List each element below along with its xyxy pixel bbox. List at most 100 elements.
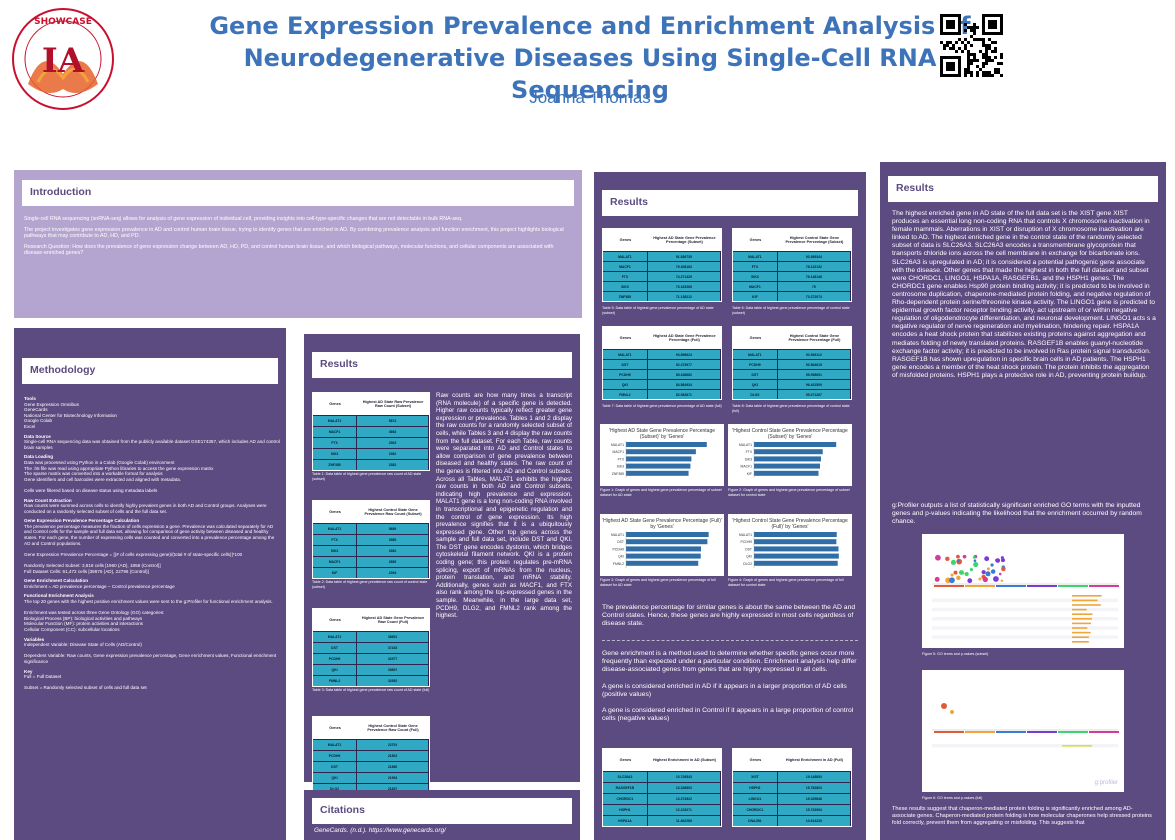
column-header: Highest Enrichment in AD (Subset) <box>652 758 716 762</box>
table-header: Genes Highest AD State Gene Prevalence Ra… <box>313 609 429 631</box>
bar <box>626 553 701 559</box>
pvalue-bar <box>1072 599 1098 602</box>
table-cell: 71.138212 <box>647 292 721 301</box>
method-section-title: Raw Count Extraction <box>24 497 72 503</box>
term-point <box>990 569 996 574</box>
results-panel-3: Results The highest enriched gene in AD … <box>880 162 1166 840</box>
raw-count-discussion: Raw counts are how many times a transcri… <box>436 392 572 620</box>
table-cell: 91.836735 <box>647 252 721 261</box>
table-row: CHORDC1 13.274522 <box>603 793 721 804</box>
category-label: SIK3 <box>745 457 752 461</box>
table-cell: KIF <box>733 292 778 301</box>
citations-header: Citations <box>312 798 572 824</box>
term-point <box>995 558 1001 563</box>
table-cell: MACF1 <box>313 427 358 437</box>
table-cell: 5874 <box>357 416 429 426</box>
term-point <box>956 575 961 581</box>
table-cell: 2382 <box>357 460 429 470</box>
table-row: MALAT1 36651 <box>313 631 429 642</box>
table-cell: 2394 <box>357 568 429 578</box>
table-cell: 37433 <box>357 643 429 653</box>
category-band <box>934 731 964 733</box>
category-band <box>996 731 1026 733</box>
term-row <box>932 607 1118 612</box>
introduction-header: Introduction <box>22 180 574 206</box>
table-cell: 82.082871 <box>647 390 721 399</box>
data-table: Genes Highest Control State Gene Prevalen… <box>732 228 852 302</box>
table-cell: MALAT1 <box>733 350 778 359</box>
table-cell: 19.148893 <box>777 772 851 782</box>
table-cell: 21802 <box>357 751 429 761</box>
term-point <box>949 577 955 584</box>
table-cell: 73.272074 <box>777 292 851 301</box>
method-section: Gene Enrichment Calculation Enrichment = … <box>24 578 280 589</box>
table-cell: SIK3 <box>313 546 358 556</box>
column-header: Highest Control State Gene Prevalence Pe… <box>785 236 844 244</box>
table-cell: RASGEF1B <box>603 783 648 793</box>
poster-title: Gene Expression Prevalence and Enrichmen… <box>209 12 971 104</box>
bar <box>626 470 689 476</box>
term-point <box>986 567 990 571</box>
pvalue-bar <box>1072 604 1101 606</box>
bar <box>626 449 696 455</box>
citation-entry[interactable]: GeneCards. (n.d.). https://www.genecards… <box>314 827 446 834</box>
category-label: MACF1 <box>613 450 625 454</box>
term-point <box>958 570 964 575</box>
table-cell: 93.369344 <box>777 252 851 261</box>
table-cell: DNAJB1 <box>733 816 778 826</box>
table-cell: 2859 <box>357 557 429 567</box>
pvalue-bar <box>1072 631 1091 634</box>
table-cell: SIK3 <box>313 449 358 459</box>
table-cell: HSPH1 <box>733 783 778 793</box>
table-row: MACF1 79.408163 <box>603 261 721 271</box>
term-row <box>932 594 1118 598</box>
table-caption: Figure 3: Graph of genes and highest gen… <box>600 578 716 587</box>
method-section-text: Full = Full Dataset Subset = Randomly se… <box>24 674 147 691</box>
qr-code-icon[interactable] <box>940 14 1004 102</box>
table-row: QKI 21994 <box>313 772 429 783</box>
table-header: Genes Highest Control State Gene Prevalen… <box>313 501 429 523</box>
method-section-text: Single-cell RNA sequencing data was obta… <box>24 439 280 450</box>
term-row <box>932 626 1118 630</box>
pvalue-bar <box>1072 618 1092 620</box>
bar <box>754 560 838 566</box>
table-cell: 35897 <box>357 665 429 675</box>
term-point <box>1001 566 1006 572</box>
table-cell: 93.896624 <box>647 350 721 359</box>
methodology-header: Methodology <box>22 358 278 384</box>
table-cell: CHORDC1 <box>733 805 778 815</box>
table-cell: 22791 <box>357 740 429 750</box>
term-point <box>1000 579 1004 582</box>
method-section-title: Data Source <box>24 433 51 439</box>
table-cell: 32977 <box>357 654 429 664</box>
category-label: FMNL2 <box>613 562 624 566</box>
table-cell: FTX <box>313 438 358 448</box>
method-section-title: Functional Enrichment Analysis <box>24 593 94 599</box>
enrichment-text: Gene enrichment is a method used to dete… <box>602 650 857 723</box>
data-table: Genes Highest Enrichment in AD (Subset) SL… <box>602 748 722 827</box>
table-cell: ZNF385 <box>603 292 648 301</box>
table-cell: QKI <box>733 380 778 389</box>
table-cell: 85.246682 <box>647 370 721 379</box>
term-point <box>945 556 950 562</box>
category-label: MACF1 <box>741 465 753 469</box>
term-point <box>969 568 973 572</box>
table-row: DNAJB1 13.614233 <box>733 815 851 826</box>
category-band <box>1089 731 1119 733</box>
table-cell: MALAT1 <box>733 252 778 261</box>
table-cell: 76.148146 <box>777 272 851 281</box>
table-cell: 84.864934 <box>647 380 721 389</box>
method-section-text: The top 20 genes with the highest positi… <box>24 599 273 632</box>
table-row: SIK3 3362 <box>313 545 429 556</box>
table-cell: 79.408163 <box>647 262 721 271</box>
table-caption: Table 2: Data table of highest gene prev… <box>312 580 428 589</box>
table-cell: DST <box>313 643 358 653</box>
table-row: DST 95.998691 <box>733 369 851 379</box>
table-cell: 13.614233 <box>777 816 851 826</box>
method-section-title: Gene Enrichment Calculation <box>24 578 89 584</box>
results-header-1: Results <box>312 352 572 378</box>
table-cell: 15.732994 <box>777 805 851 815</box>
term-row <box>932 603 1118 607</box>
table-cell: MACF1 <box>733 282 778 291</box>
table-cell: 78.132132 <box>777 262 851 271</box>
